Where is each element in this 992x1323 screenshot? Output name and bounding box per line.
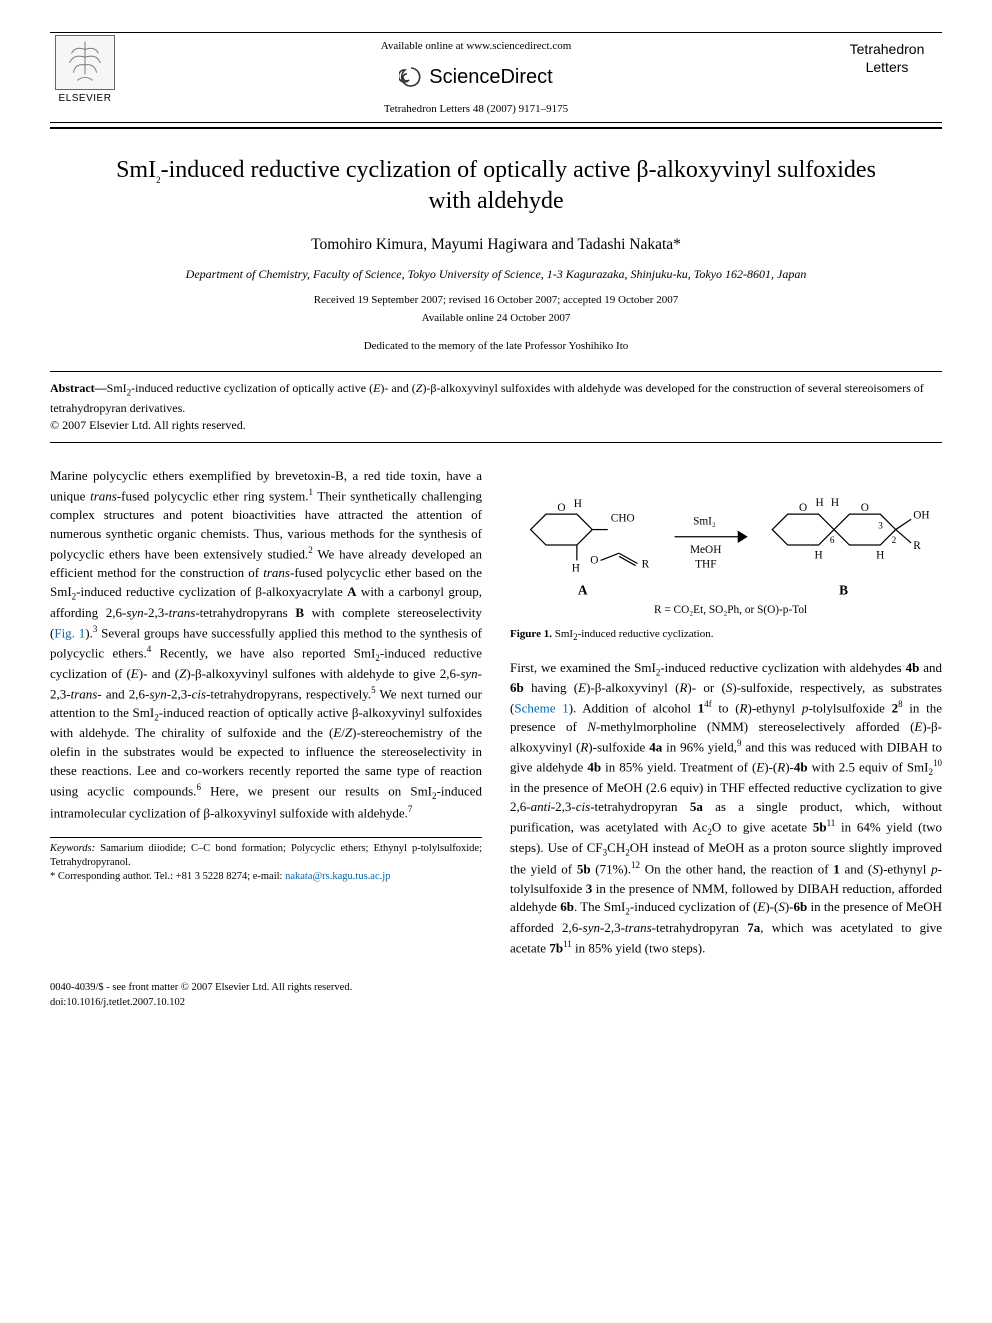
header-rule-1 [50, 122, 942, 123]
sd-text: ScienceDirect [429, 63, 552, 92]
footer-doi: doi:10.1016/j.tetlet.2007.10.102 [50, 995, 352, 1010]
footer-issn: 0040-4039/$ - see front matter © 2007 El… [50, 980, 352, 995]
elsevier-tree-icon [55, 35, 115, 90]
fig-b-r: R [913, 541, 921, 553]
fig-a-cho: CHO [611, 513, 635, 525]
fig-b-h4: H [876, 550, 884, 562]
fig-a-o1: O [557, 502, 565, 514]
journal-name-line1: Tetrahedron [832, 41, 942, 59]
fig-a-o2: O [590, 555, 598, 567]
fig-b-h3: H [814, 550, 822, 562]
fig-a-r: R [642, 559, 650, 571]
authors: Tomohiro Kimura, Mayumi Hagiwara and Tad… [50, 234, 942, 256]
journal-name-line2: Letters [832, 59, 942, 77]
affiliation: Department of Chemistry, Faculty of Scie… [50, 266, 942, 283]
fig-b-h2: H [831, 497, 839, 509]
keywords-line: Keywords: Samarium diiodide; C–C bond fo… [50, 842, 482, 870]
right-para-1: First, we examined the SmI2-induced redu… [510, 659, 942, 959]
fig-reagent-2: MeOH [690, 545, 721, 557]
left-para-1: Marine polycyclic ethers exemplified by … [50, 467, 482, 823]
keywords-text: Samarium diiodide; C–C bond formation; P… [50, 843, 482, 868]
fig-b-n3: 3 [878, 522, 883, 532]
top-rule [50, 32, 942, 33]
received-dates: Received 19 September 2007; revised 16 O… [50, 293, 942, 309]
body-columns: Marine polycyclic ethers exemplified by … [50, 467, 942, 968]
fig-a-h2: H [572, 563, 580, 575]
fig-a-h1: H [574, 498, 582, 510]
figure-1-caption: Figure 1. SmI2-induced reductive cycliza… [510, 627, 942, 644]
left-column: Marine polycyclic ethers exemplified by … [50, 467, 482, 968]
fig-b-n2: 2 [892, 536, 897, 546]
fig-reagent-3: THF [695, 559, 716, 571]
fig-b-o2: O [861, 502, 869, 514]
available-online-text: Available online at www.sciencedirect.co… [120, 39, 832, 55]
journal-reference: Tetrahedron Letters 48 (2007) 9171–9175 [120, 102, 832, 118]
header-rule-2 [50, 127, 942, 129]
abstract-label: Abstract— [50, 381, 107, 395]
dedication: Dedicated to the memory of the late Prof… [50, 339, 942, 355]
fig-a-label: A [578, 583, 588, 598]
header: ELSEVIER Available online at www.science… [50, 35, 942, 118]
elsevier-label: ELSEVIER [59, 92, 112, 107]
header-center: Available online at www.sciencedirect.co… [120, 35, 832, 118]
fig-b-o1: O [799, 502, 807, 514]
abstract: Abstract—SmI2-induced reductive cyclizat… [50, 371, 942, 443]
fig-reagent-1: SmI₂ [693, 516, 716, 528]
fig-b-label: B [839, 583, 848, 598]
elsevier-logo: ELSEVIER [50, 35, 120, 115]
abstract-copyright: © 2007 Elsevier Ltd. All rights reserved… [50, 417, 942, 434]
keywords-label: Keywords: [50, 843, 95, 854]
footer-left: 0040-4039/$ - see front matter © 2007 El… [50, 980, 352, 1010]
fig-b-h1: H [815, 497, 823, 509]
figure-1: O H H CHO O R A [510, 473, 942, 644]
available-date: Available online 24 October 2007 [50, 311, 942, 327]
fig-b-n6: 6 [830, 536, 835, 546]
fig-b-oh: OH [913, 510, 929, 522]
abstract-body: SmI2-induced reductive cyclization of op… [50, 381, 924, 414]
article-title: SmI2-induced reductive cyclization of op… [110, 155, 882, 218]
fig-r-def: R = CO₂Et, SO₂Ph, or S(O)-p-Tol [654, 604, 807, 616]
sciencedirect-logo: ScienceDirect [399, 63, 552, 92]
right-column: O H H CHO O R A [510, 467, 942, 968]
journal-logo: Tetrahedron Letters [832, 35, 942, 76]
footer: 0040-4039/$ - see front matter © 2007 El… [50, 980, 942, 1010]
footnotes: Keywords: Samarium diiodide; C–C bond fo… [50, 837, 482, 885]
corresponding-author: * Corresponding author. Tel.: +81 3 5228… [50, 870, 482, 884]
sd-swirl-icon [399, 65, 423, 89]
figure-1-svg: O H H CHO O R A [510, 473, 942, 617]
